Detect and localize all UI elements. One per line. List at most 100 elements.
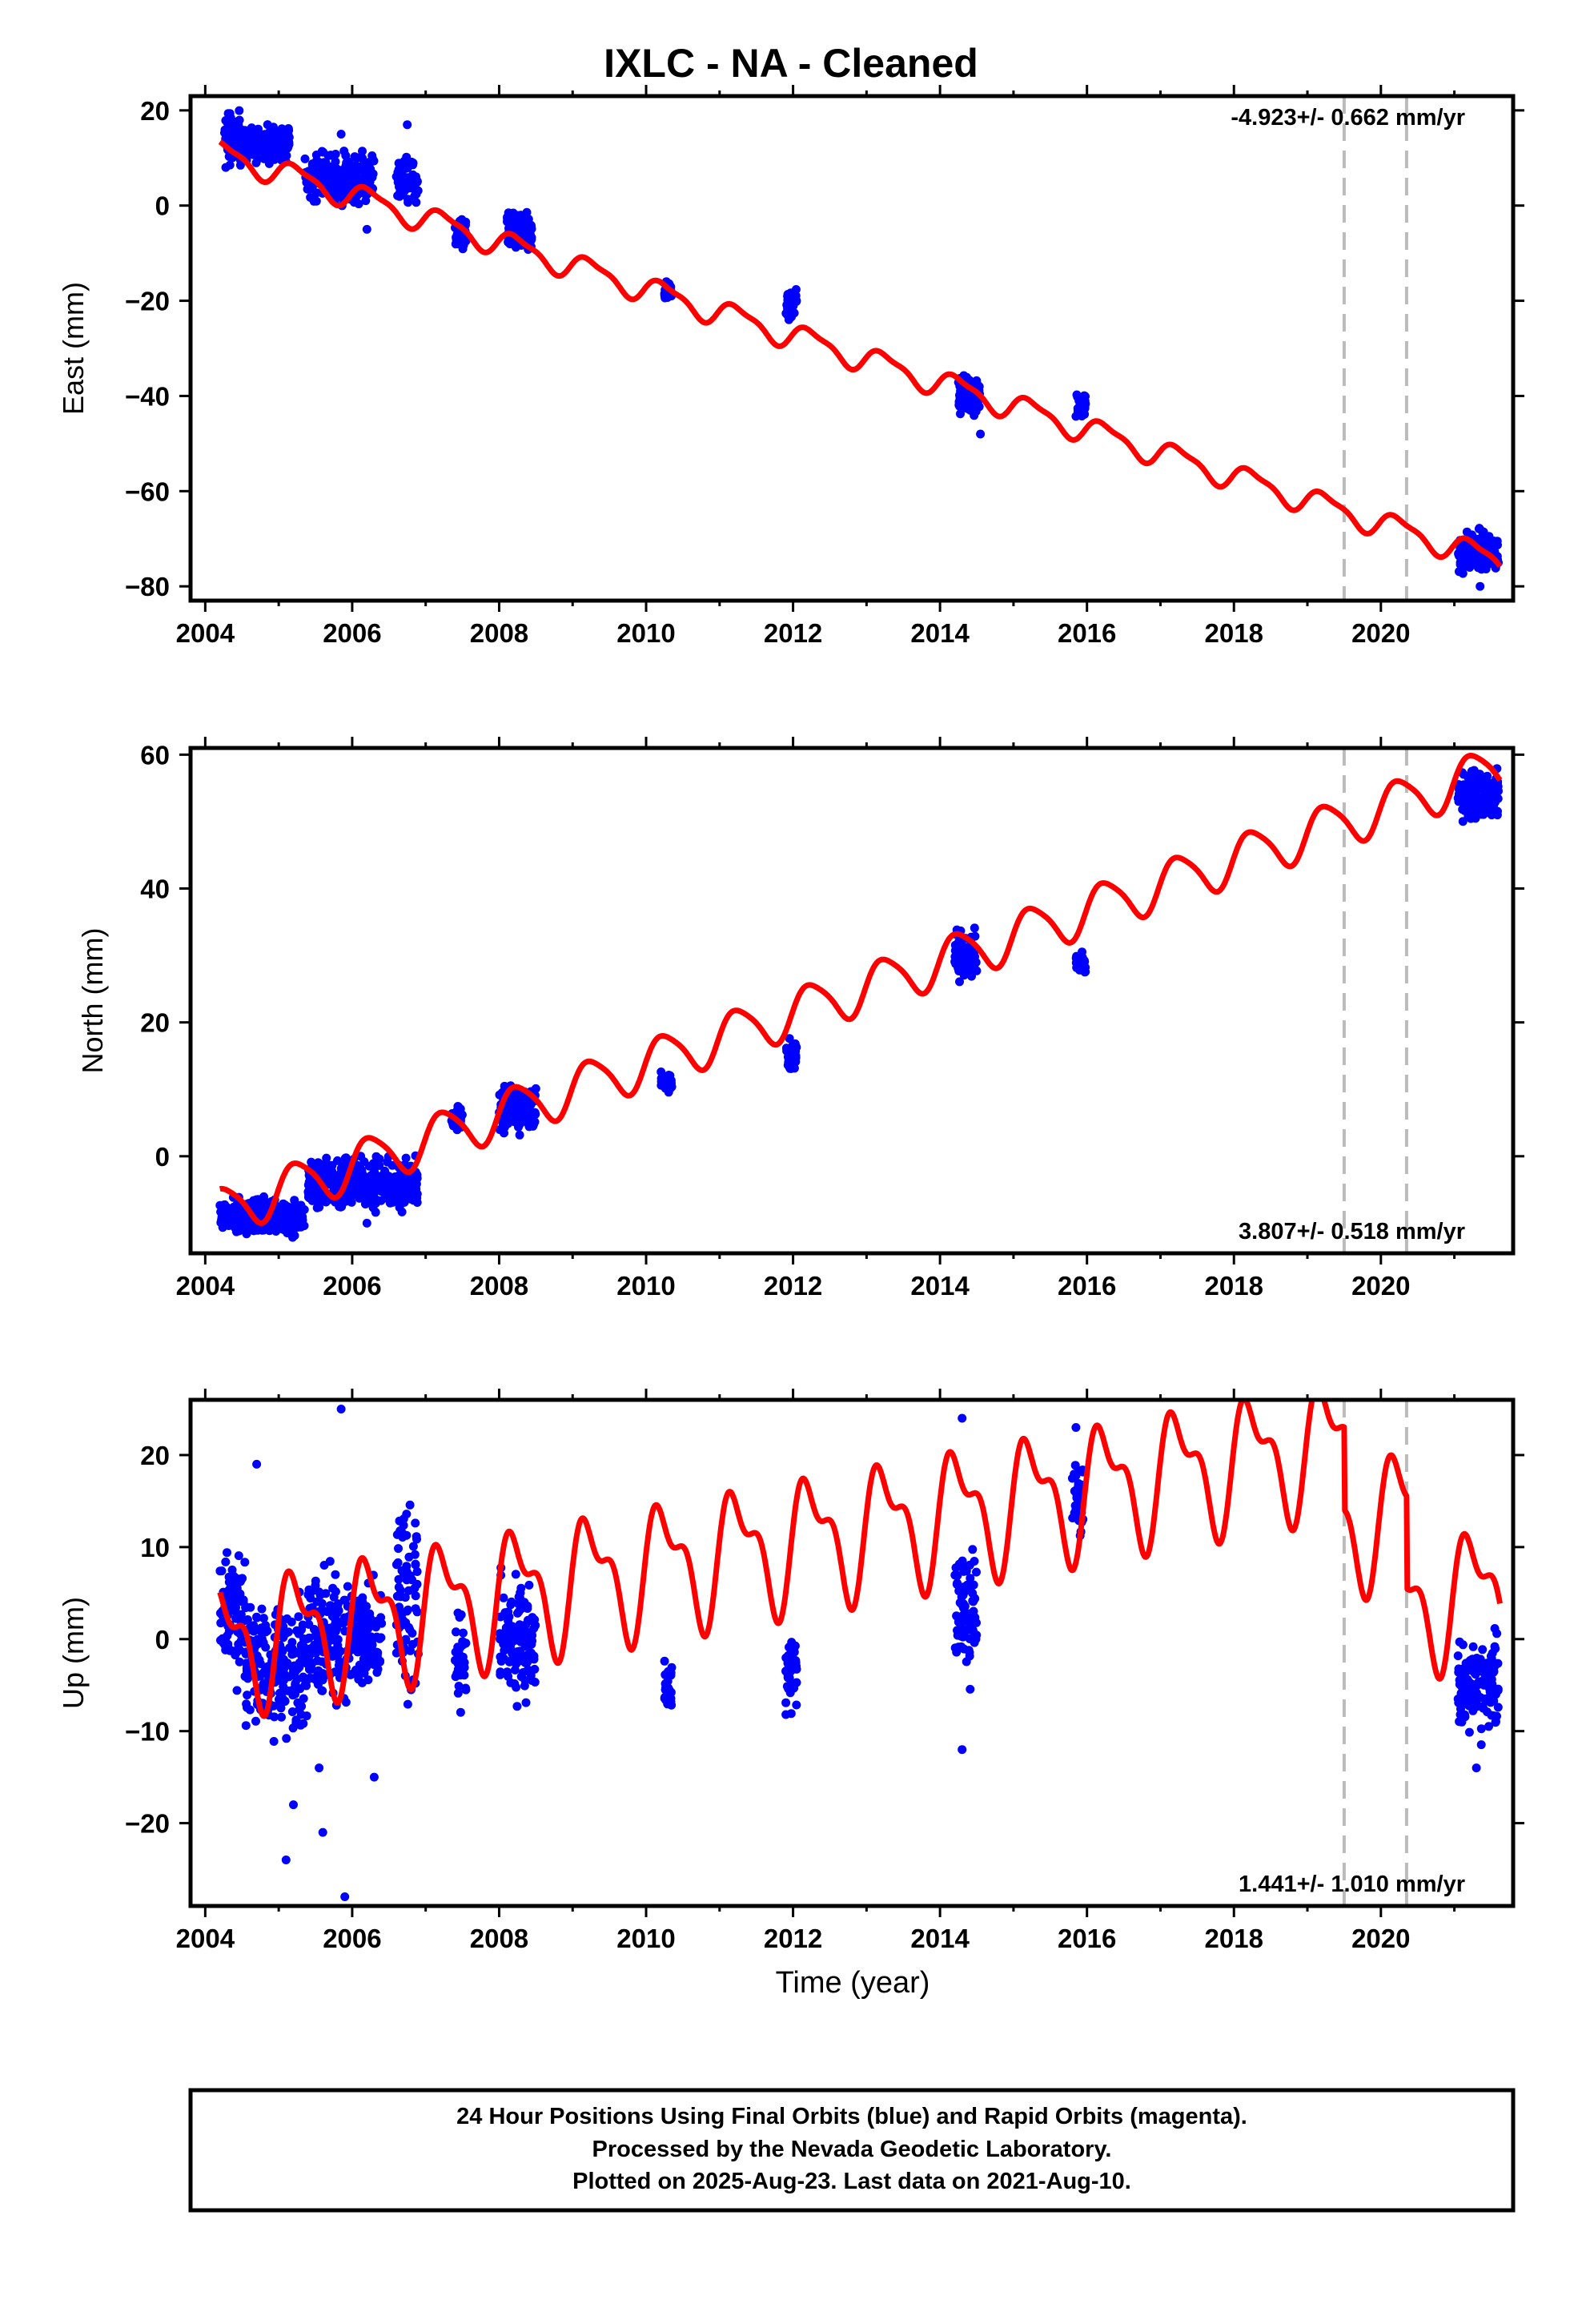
data-point: [966, 1574, 975, 1583]
y-tick-label: 60: [140, 740, 170, 770]
data-point: [226, 113, 235, 123]
data-point: [314, 1196, 323, 1205]
data-point: [394, 1582, 404, 1592]
data-point: [955, 977, 964, 987]
data-point: [515, 1120, 524, 1129]
data-point: [240, 1558, 250, 1567]
data-point: [410, 1583, 420, 1593]
data-point: [454, 1648, 464, 1658]
data-point: [261, 1621, 271, 1630]
data-point: [359, 1655, 369, 1665]
plot-frame: [188, 94, 1516, 603]
data-point: [291, 1201, 300, 1211]
data-point: [371, 1208, 380, 1217]
data-point: [284, 1221, 294, 1231]
data-point: [970, 923, 979, 933]
data-point: [524, 1580, 534, 1590]
data-point: [1456, 1710, 1465, 1719]
data-point: [234, 1551, 243, 1561]
data-point: [1482, 537, 1492, 546]
y-tick-label: 20: [140, 96, 170, 126]
data-point: [953, 1578, 962, 1588]
data-point: [1483, 1671, 1492, 1680]
panel-east: 2004 2006 2008 2010 2012 2014 2016 2018 2020 −80 −…: [57, 85, 1524, 648]
data-point: [355, 1601, 365, 1610]
panels-group: 2004 2006 2008 2010 2012 2014 2016 2018 2020−80−…: [57, 85, 1524, 1953]
x-tick-label: 2018: [1205, 1924, 1263, 1953]
y-tick-label: 10: [140, 1533, 170, 1562]
data-point: [359, 173, 368, 183]
data-point: [411, 1560, 420, 1570]
data-point: [297, 1702, 307, 1711]
data-point: [354, 1675, 363, 1684]
data-point: [263, 120, 272, 130]
data-point: [325, 1557, 335, 1566]
data-point: [311, 1581, 320, 1590]
data-point-outlier: [340, 1892, 350, 1901]
data-point: [274, 1695, 283, 1704]
x-tick-label: 2004: [176, 1924, 235, 1953]
data-point: [508, 1099, 518, 1108]
data-point: [223, 1548, 231, 1558]
data-point: [786, 1063, 796, 1073]
data-point: [260, 1205, 270, 1215]
data-point: [1468, 530, 1476, 540]
data-point: [252, 1613, 262, 1622]
data-point: [399, 1521, 408, 1530]
data-point: [327, 171, 336, 180]
data-point: [221, 1557, 231, 1566]
data-point: [393, 1185, 403, 1195]
data-point: [304, 1585, 314, 1594]
data-point: [1458, 787, 1468, 797]
data-point: [785, 1034, 794, 1043]
data-point: [254, 124, 263, 134]
data-point: [339, 147, 349, 156]
data-point-outlier: [281, 1856, 291, 1864]
data-point: [1487, 1664, 1496, 1674]
data-point: [264, 159, 274, 168]
data-point: [524, 216, 533, 225]
data-point: [1461, 1693, 1471, 1703]
x-tick-label: 2018: [1205, 1271, 1263, 1301]
data-point: [1493, 1703, 1503, 1712]
data-point: [954, 1618, 964, 1626]
data-point: [216, 1635, 225, 1645]
data-point: [522, 1656, 532, 1665]
data-point: [331, 150, 340, 159]
y-axis-label-up: Up (mm): [57, 1597, 90, 1709]
data-point: [459, 1628, 468, 1638]
data-point: [1456, 1667, 1466, 1677]
data-point: [266, 141, 275, 151]
data-point: [396, 1592, 405, 1602]
data-point: [251, 158, 261, 167]
data-point: [527, 1639, 536, 1649]
data-point: [957, 947, 966, 957]
data-point: [521, 1698, 531, 1707]
data-point: [368, 1179, 378, 1188]
data-point: [972, 1567, 981, 1577]
footer-line-3: Plotted on 2025-Aug-23. Last data on 202…: [572, 2169, 1131, 2194]
data-point: [453, 1667, 463, 1676]
chart-title: IXLC - NA - Cleaned: [604, 41, 978, 86]
data-point: [786, 311, 796, 320]
data-point: [361, 163, 371, 173]
y-tick-label: 0: [155, 1625, 170, 1655]
y-tick-label: 0: [155, 1142, 170, 1172]
data-point: [1469, 805, 1479, 814]
data-point: [249, 149, 259, 159]
data-point: [259, 1614, 268, 1623]
data-point: [530, 1678, 540, 1687]
data-point: [412, 1567, 422, 1576]
data-point: [1081, 392, 1090, 401]
data-point: [276, 1703, 286, 1713]
y-tick-label: −60: [125, 476, 170, 506]
data-point: [1457, 1682, 1467, 1691]
data-point-outlier: [336, 130, 346, 139]
data-point-outlier: [252, 1459, 262, 1469]
data-point: [278, 1217, 287, 1227]
data-point: [317, 1657, 327, 1667]
data-point: [246, 1602, 255, 1612]
data-point: [1474, 794, 1484, 804]
data-point: [335, 185, 345, 195]
x-tick-label: 2016: [1058, 1924, 1116, 1953]
